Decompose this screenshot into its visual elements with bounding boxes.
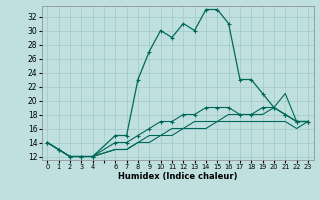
X-axis label: Humidex (Indice chaleur): Humidex (Indice chaleur) <box>118 172 237 181</box>
